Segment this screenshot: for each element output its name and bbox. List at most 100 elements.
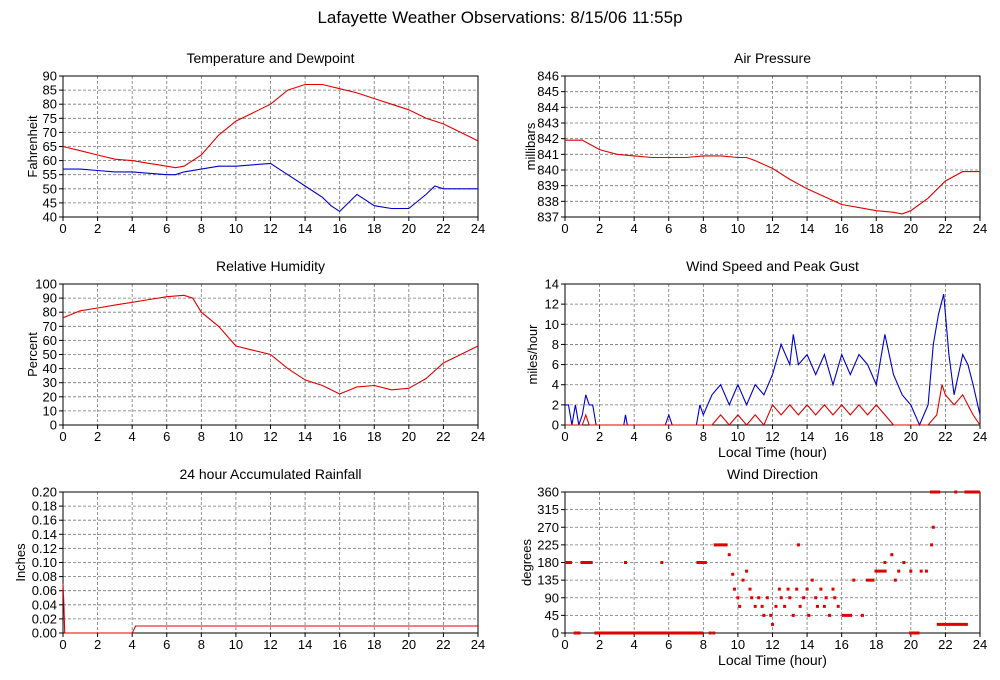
x-tick-label: 4 <box>631 429 638 444</box>
y-tick-label: 840 <box>537 163 559 178</box>
direction-point <box>931 525 935 529</box>
y-tick-label: 75 <box>43 111 57 126</box>
direction-point <box>736 596 740 600</box>
y-tick-label: 40 <box>43 361 57 376</box>
series-line-1 <box>62 294 479 395</box>
x-tick-label: 24 <box>973 221 987 236</box>
direction-point <box>902 561 906 564</box>
y-tick-label: 225 <box>537 537 559 552</box>
x-tick-label: 16 <box>332 221 346 236</box>
x-tick-label: 8 <box>700 429 707 444</box>
series-line-1 <box>62 83 479 169</box>
y-tick-label: 270 <box>537 520 559 535</box>
direction-point <box>831 587 835 591</box>
direction-point <box>822 604 826 608</box>
chart-title: Temperature and Dewpoint <box>186 50 354 66</box>
y-tick-label: 80 <box>43 305 57 320</box>
x-tick-label: 8 <box>700 221 707 236</box>
direction-point <box>771 622 774 626</box>
y-tick-label: 70 <box>43 125 57 140</box>
x-tick-label: 24 <box>471 637 485 652</box>
x-tick-label: 22 <box>938 221 952 236</box>
x-tick-label: 0 <box>561 221 568 236</box>
y-axis-label: Percent <box>25 332 40 377</box>
direction-point <box>741 578 745 582</box>
x-tick-label: 6 <box>665 221 672 236</box>
direction-point <box>753 604 757 608</box>
direction-point <box>769 613 773 617</box>
x-tick-label: 4 <box>631 221 638 236</box>
x-tick-label: 0 <box>561 429 568 444</box>
y-tick-label: 70 <box>43 319 57 334</box>
y-tick-label: 4 <box>552 377 559 392</box>
direction-point <box>954 490 958 494</box>
y-tick-label: 0.00 <box>32 626 57 641</box>
series-line-2 <box>63 162 478 213</box>
series-line-1 <box>62 583 478 634</box>
direction-point <box>833 596 837 600</box>
direction-point <box>852 578 856 582</box>
x-tick-label: 4 <box>631 637 638 652</box>
direction-point <box>779 596 783 600</box>
y-tick-label: 846 <box>537 69 559 84</box>
direction-point <box>919 569 923 573</box>
x-tick-label: 14 <box>800 637 814 652</box>
y-tick-label: 845 <box>537 84 559 99</box>
direction-point <box>786 587 790 591</box>
x-tick-label: 0 <box>561 637 568 652</box>
direction-point <box>727 553 731 557</box>
y-tick-label: 0 <box>552 626 559 641</box>
y-tick-label: 844 <box>537 100 559 115</box>
y-tick-label: 0.10 <box>32 555 57 570</box>
direction-point <box>897 569 901 573</box>
y-axis-label: Inches <box>13 543 28 582</box>
chart-title: Wind Speed and Peak Gust <box>686 258 859 274</box>
direction-point <box>732 587 736 591</box>
y-tick-label: 0.02 <box>32 611 57 626</box>
direction-point <box>624 561 628 564</box>
direction-point <box>805 587 809 591</box>
x-tick-label: 18 <box>869 429 883 444</box>
x-tick-label: 24 <box>973 637 987 652</box>
x-tick-label: 6 <box>665 637 672 652</box>
x-tick-label: 8 <box>198 221 205 236</box>
y-tick-label: 45 <box>43 195 57 210</box>
x-tick-label: 12 <box>263 429 277 444</box>
x-tick-label: 12 <box>765 429 779 444</box>
y-tick-label: 60 <box>43 153 57 168</box>
chart-title: Wind Direction <box>727 466 818 482</box>
y-tick-label: 135 <box>537 573 559 588</box>
x-tick-label: 18 <box>869 637 883 652</box>
y-axis-label: degrees <box>519 539 534 586</box>
x-tick-label: 20 <box>904 429 918 444</box>
x-tick-label: 12 <box>263 221 277 236</box>
y-tick-label: 40 <box>43 210 57 225</box>
y-tick-label: 180 <box>537 555 559 570</box>
x-tick-label: 22 <box>938 637 952 652</box>
y-tick-label: 315 <box>537 502 559 517</box>
direction-point <box>810 578 814 582</box>
x-tick-label: 18 <box>367 221 381 236</box>
direction-point <box>930 543 934 547</box>
x-tick-label: 2 <box>596 221 603 236</box>
y-tick-label: 0 <box>50 418 57 433</box>
direction-point <box>777 587 781 591</box>
x-tick-label: 8 <box>700 637 707 652</box>
direction-point <box>860 613 864 617</box>
direction-point <box>814 596 818 600</box>
series-line-2 <box>565 384 981 427</box>
direction-point <box>807 613 811 617</box>
y-tick-label: 0.06 <box>32 583 57 598</box>
chart-title: Relative Humidity <box>216 258 325 274</box>
y-tick-label: 837 <box>537 210 559 225</box>
x-tick-label: 10 <box>229 429 243 444</box>
direction-point <box>796 543 800 547</box>
x-tick-label: 24 <box>471 429 485 444</box>
y-tick-label: 20 <box>43 389 57 404</box>
y-tick-label: 14 <box>545 277 559 292</box>
humidity-chart: 0 2 4 6 8 10 12 14 16 18 20 22 240102030405060708090… <box>25 258 485 444</box>
x-tick-label: 4 <box>129 221 136 236</box>
y-tick-label: 100 <box>35 277 57 292</box>
x-tick-label: 16 <box>332 429 346 444</box>
